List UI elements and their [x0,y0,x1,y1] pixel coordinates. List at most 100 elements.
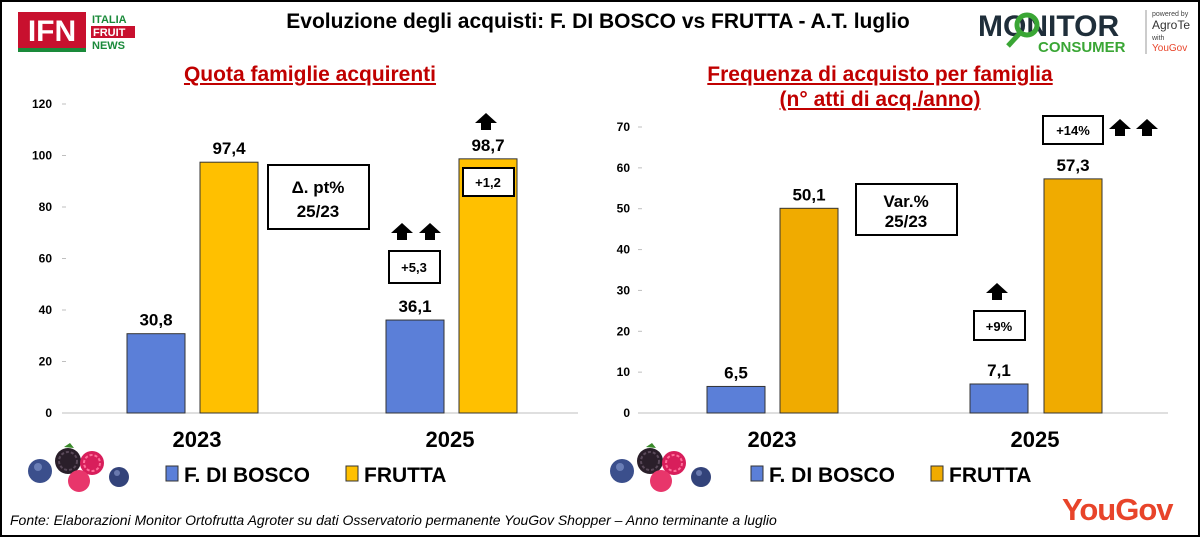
mc-agroter: AgroTer [1152,18,1190,32]
yougov-logo: YouGov [1062,492,1174,527]
blueberry-icon [28,459,52,483]
data-label: 36,1 [398,297,431,316]
y-tick-label: 40 [39,303,53,317]
y-tick-label: 100 [32,149,52,163]
leaf-icon [646,443,656,448]
data-label: 30,8 [139,311,172,330]
right-frutta-change: +14% [1056,123,1090,138]
monitor-consumer-logo: MONITOR CONSUMER powered by AgroTer with… [978,10,1190,56]
left-annotation-box [267,164,370,230]
raspberry-2-icon [68,470,90,492]
right-bosco-change-box [973,310,1026,341]
data-label: 97,4 [212,139,246,158]
y-tick-label: 120 [32,97,52,111]
y-tick-label: 0 [623,406,630,420]
bar-bosco-2025 [969,383,1029,414]
berries-illustration-right [610,443,711,492]
blueberry-2-icon [691,467,711,487]
leaf-icon [64,443,74,448]
mc-yougov: YouGov [1152,43,1187,54]
right-annotation-line-2: 25/23 [885,212,928,231]
y-tick-label: 80 [39,200,53,214]
bar-bosco-2023 [706,385,766,414]
left-legend: F. DI BOSCO FRUTTA [165,464,446,487]
legend-swatch-bosco [750,465,764,482]
legend-label-bosco: F. DI BOSCO [769,464,895,487]
bar-frutta-2023 [779,207,839,414]
blueberry-icon [610,459,634,483]
y-tick-label: 20 [617,324,631,338]
right-bosco-change: +9% [986,319,1013,334]
y-tick-label: 40 [617,243,631,257]
left-annotation-line-2: 25/23 [297,202,340,221]
right-frutta-change-box [1042,115,1104,145]
ifn-logo-line-2: FRUIT [93,27,126,39]
blueberry-2-icon [109,467,129,487]
legend-swatch-frutta [345,465,359,482]
bar-frutta-2025 [458,158,518,414]
right-category-2025: 2025 [1011,427,1060,452]
data-label: 57,3 [1056,156,1089,175]
right-chart-title: Frequenza di acquisto per famiglia [707,63,1053,86]
left-chart-title: Quota famiglie acquirenti [183,63,437,86]
mc-logo-main: MONITOR [978,10,1119,43]
ifn-logo: IFN ITALIA FRUIT NEWS [18,12,135,52]
ifn-logo-stripe [18,48,86,52]
data-label: 50,1 [792,185,825,204]
ifn-logo-line-1: ITALIA [92,14,127,26]
right-chart: 0 10 20 30 40 50 60 70 6,5 7,1 50,1 57,3 2023 2025… [617,115,1168,452]
legend-swatch-frutta [930,465,944,482]
mc-with: with [1151,35,1165,42]
bar-bosco-2025 [385,319,445,414]
bar-frutta-2023 [199,161,259,414]
legend-swatch-bosco [165,465,179,482]
arrow-up-icon [475,113,497,130]
ifn-logo-line-bg [91,26,135,38]
left-category-2023: 2023 [173,427,222,452]
legend-label-frutta: FRUTTA [949,464,1031,487]
main-title: Evoluzione degli acquisti: F. DI BOSCO v… [286,10,910,33]
ifn-logo-line-3: NEWS [92,40,125,52]
right-annotation-line-1: Var.% [883,192,928,211]
mc-powered: powered by [1152,11,1189,18]
blackberry-texture-icon [640,451,660,471]
arrow-up-icon [1136,119,1158,136]
y-tick-label: 20 [39,355,53,369]
blueberry-highlight-icon [34,463,42,471]
arrow-up-icon [419,223,441,240]
y-tick-label: 30 [617,283,631,297]
y-tick-label: 60 [39,252,53,266]
data-label: 6,5 [724,363,748,382]
ifn-logo-text: IFN [28,15,76,48]
data-label: 7,1 [987,361,1011,380]
y-tick-label: 60 [617,161,631,175]
magnifier-icon [1014,12,1040,38]
ifn-logo-box [18,12,86,48]
blueberry-2-highlight-icon [696,470,702,476]
right-chart-subtitle: (n° atti di acq./anno) [779,88,981,111]
bar-bosco-2023 [126,333,186,414]
left-chart: 0 20 40 60 80 100 120 30,8 36,1 97,4 98,7 2023 20… [32,97,578,452]
blackberry-texture-icon [58,451,78,471]
y-tick-label: 50 [617,202,631,216]
y-tick-label: 0 [45,406,52,420]
arrow-up-icon [986,283,1008,300]
right-category-2023: 2023 [748,427,797,452]
source-note: Fonte: Elaborazioni Monitor Ortofrutta A… [10,512,777,528]
left-bosco-change-box [388,250,441,284]
y-tick-label: 70 [617,120,631,134]
raspberry-texture-icon [665,454,683,472]
left-annotation-line-1: Δ. pt% [292,178,345,197]
legend-label-frutta: FRUTTA [364,464,446,487]
left-frutta-change-box [462,167,515,197]
magnifier-handle-icon [1006,31,1022,48]
arrow-up-icon [1109,119,1131,136]
blueberry-2-highlight-icon [114,470,120,476]
left-frutta-change: +1,2 [475,175,501,190]
left-category-2025: 2025 [426,427,475,452]
berries-illustration-left [28,443,129,492]
raspberry-texture-icon [83,454,101,472]
raspberry-2-icon [650,470,672,492]
right-annotation-box [855,183,958,236]
